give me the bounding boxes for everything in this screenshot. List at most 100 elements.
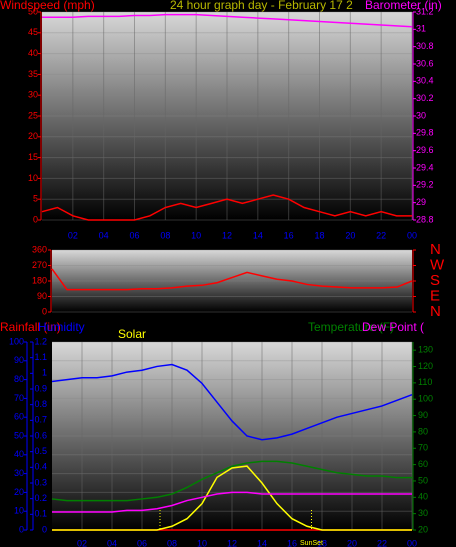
series-line [41, 194, 412, 221]
y2-tick-label: 90 [418, 410, 428, 420]
x-tick-label: 06 [129, 230, 139, 240]
x-tick-label: 22 [376, 230, 386, 240]
series-name: Barometer (in) [365, 0, 442, 12]
series-name: Solar [118, 327, 146, 341]
y2-tick-label: 40 [418, 492, 428, 502]
x-tick-label: 08 [167, 538, 177, 547]
y-tick-label: 15 [28, 152, 38, 162]
y2-tick-label: 100 [418, 394, 433, 404]
y-tick-label: 35 [28, 69, 38, 79]
y2-tick-label: 30.6 [416, 58, 434, 68]
y3-tick-label: 0.9 [34, 383, 47, 393]
y3-tick-label: 0.3 [34, 477, 47, 487]
y-tick-label: 180 [32, 275, 47, 285]
y-tick-label: 10 [14, 506, 24, 516]
x-tick-label: 12 [227, 538, 237, 547]
y-tick-label: 90 [14, 355, 24, 365]
plot-area [52, 250, 412, 312]
y-tick-label: 90 [37, 291, 47, 301]
y-tick-label: 10 [28, 173, 38, 183]
x-tick-label: 16 [284, 230, 294, 240]
x-tick-label: 04 [107, 538, 117, 547]
x-tick-label: 10 [191, 230, 201, 240]
y2-tick-label: 28.8 [416, 214, 434, 224]
x-tick-label: 16 [287, 538, 297, 547]
y3-tick-label: 0.1 [34, 509, 47, 519]
y3-tick-label: 1.2 [34, 336, 47, 346]
x-tick-label: 06 [137, 538, 147, 547]
x-tick-label: 02 [68, 230, 78, 240]
y2-tick-label: 29.6 [416, 145, 434, 155]
y2-tick-label: 30.8 [416, 41, 434, 51]
y-tick-label: 0 [19, 524, 24, 534]
y-tick-label: 60 [14, 412, 24, 422]
y-tick-label: 50 [28, 6, 38, 16]
y2-tick-label: S [430, 272, 440, 289]
x-tick-label: 02 [77, 538, 87, 547]
series-line [51, 268, 413, 291]
y2-tick-label: 130 [418, 345, 433, 355]
y2-tick-label: 30 [416, 110, 426, 120]
y3-tick-label: 1 [42, 368, 47, 378]
y2-tick-label: 60 [418, 459, 428, 469]
series-line [51, 363, 413, 441]
y2-tick-label: 80 [418, 426, 428, 436]
series-line [42, 13, 413, 28]
x-tick-label: 10 [197, 538, 207, 547]
y3-tick-label: 0.6 [34, 430, 47, 440]
y2-tick-label: N [430, 241, 441, 258]
series-line [52, 465, 412, 531]
y2-tick-label: 29.4 [416, 162, 434, 172]
series-line [52, 491, 412, 513]
y-tick-label: 25 [28, 110, 38, 120]
y-tick-label: 50 [14, 430, 24, 440]
y3-tick-label: 0.8 [34, 399, 47, 409]
y2-tick-label: 29.8 [416, 128, 434, 138]
y3-tick-label: 0.2 [34, 493, 47, 503]
sun-label: SunSet [300, 540, 323, 547]
y3-tick-label: 0.5 [34, 446, 47, 456]
x-tick-label: 00 [407, 538, 417, 547]
y2-tick-label: 110 [418, 377, 432, 387]
y2-tick-label: 30 [418, 508, 428, 518]
y-tick-label: 80 [14, 374, 24, 384]
x-tick-label: 22 [377, 538, 387, 547]
x-tick-label: 12 [222, 230, 232, 240]
y3-tick-label: 0 [42, 524, 47, 534]
x-tick-label: 04 [99, 230, 109, 240]
y2-tick-label: W [430, 256, 445, 273]
y-tick-label: 20 [14, 487, 24, 497]
y2-tick-label: N [430, 303, 441, 320]
x-tick-label: 20 [347, 538, 357, 547]
y-tick-label: 360 [32, 244, 47, 254]
y3-tick-label: 0.7 [34, 415, 47, 425]
y3-tick-label: 1.1 [34, 352, 47, 362]
y2-tick-label: 120 [418, 361, 433, 371]
y2-tick-label: 31 [416, 24, 426, 34]
y2-tick-label: 31.2 [416, 6, 434, 16]
y-tick-label: 20 [28, 131, 38, 141]
y3-tick-label: 0.4 [34, 462, 47, 472]
y-tick-label: 45 [28, 27, 38, 37]
y-tick-label: 270 [32, 260, 47, 270]
y-tick-label: 30 [28, 90, 38, 100]
y-tick-label: 40 [28, 48, 38, 58]
y2-tick-label: 50 [418, 475, 428, 485]
y2-tick-label: 70 [418, 443, 428, 453]
y2-tick-label: 20 [418, 524, 428, 534]
series-name: Rainfall (in) [0, 320, 61, 334]
series-line [51, 460, 412, 502]
y2-tick-label: 30.2 [416, 93, 434, 103]
y-tick-label: 0 [42, 306, 47, 316]
x-tick-label: 08 [160, 230, 170, 240]
x-tick-label: 14 [257, 538, 267, 547]
y2-tick-label: 30.4 [416, 76, 434, 86]
series-name: Dew Point ( [362, 320, 424, 334]
y-tick-label: 70 [14, 393, 24, 403]
y-tick-label: 100 [9, 336, 24, 346]
y2-tick-label: E [430, 287, 440, 304]
y-tick-label: 5 [33, 194, 38, 204]
y-tick-label: 30 [14, 468, 24, 478]
